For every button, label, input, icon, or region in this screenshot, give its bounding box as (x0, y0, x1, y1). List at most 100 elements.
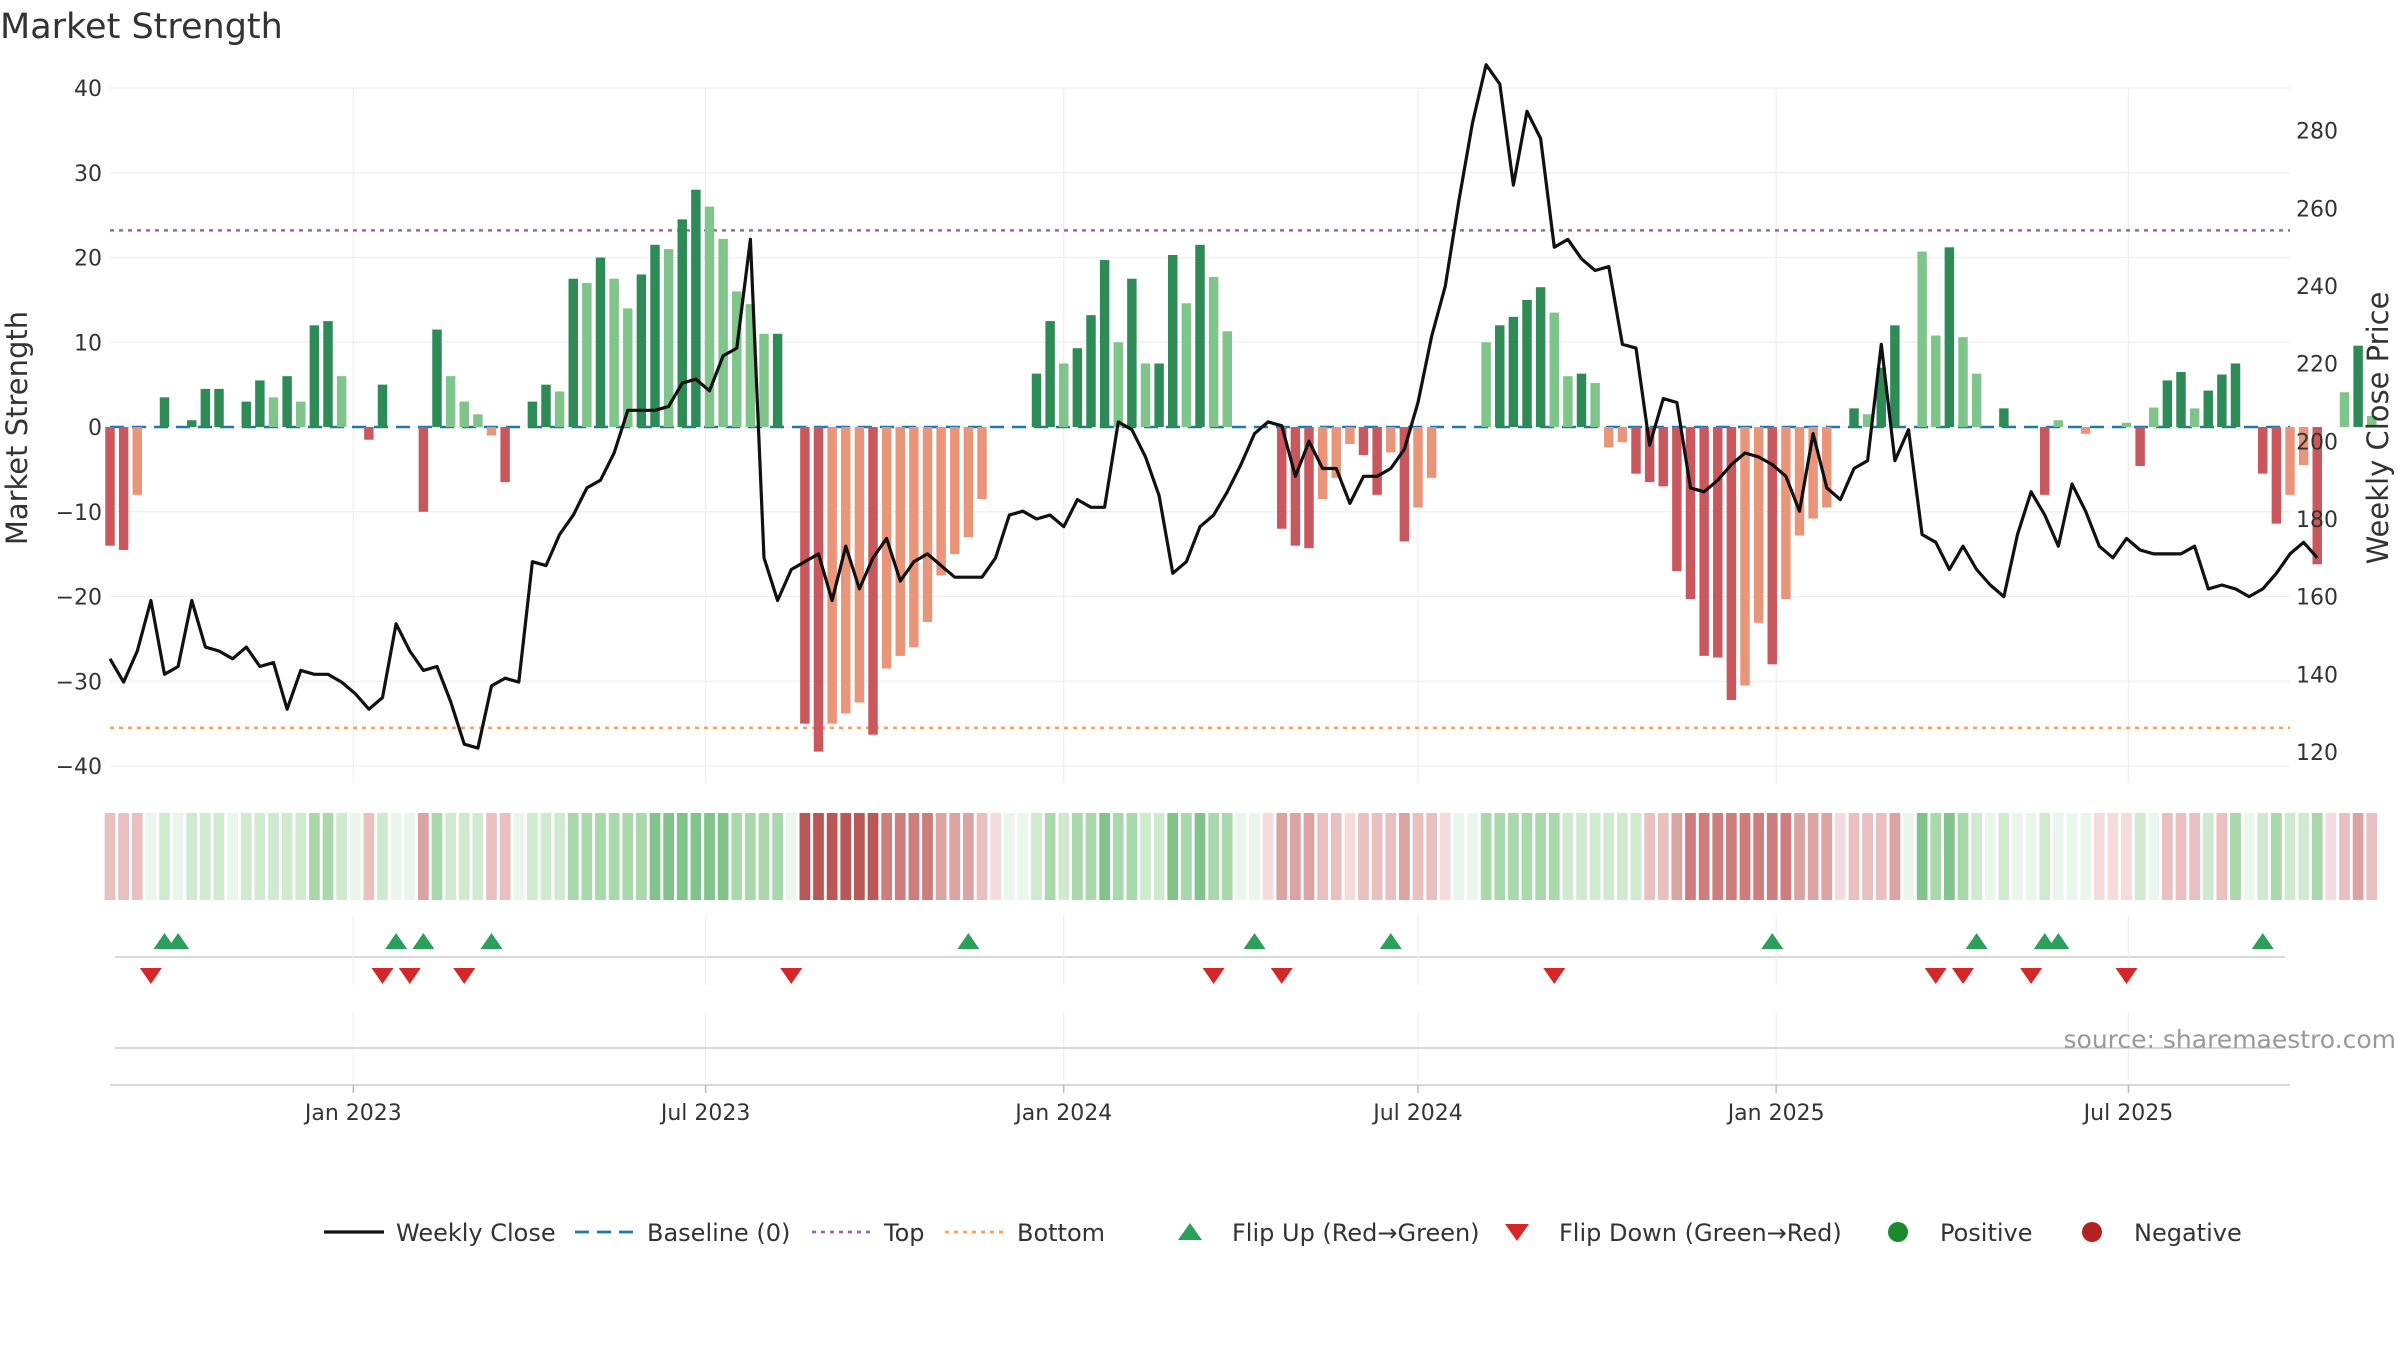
heat-cell (622, 813, 634, 900)
heat-cell (1235, 813, 1247, 900)
strength-bar (936, 427, 946, 576)
heat-cell (1453, 813, 1465, 900)
heat-cell (2066, 813, 2078, 900)
heat-cell (431, 813, 443, 900)
heat-cell (1371, 813, 1383, 900)
strength-bar (459, 401, 469, 428)
strength-bar (1277, 427, 1287, 529)
heat-cell (2366, 813, 2378, 900)
heat-cell (486, 813, 497, 900)
strength-bar (527, 401, 538, 428)
strength-bar (1059, 363, 1069, 428)
y-tick-label: 40 (74, 77, 102, 102)
y-axis-left: 40 30 20 10 0 −10 −20 −30 −40 (56, 77, 102, 780)
heat-cell (690, 813, 702, 900)
heat-cell (1399, 813, 1410, 900)
heat-cell (1126, 813, 1138, 900)
chart-title: Market Strength (0, 7, 283, 47)
strength-bar (718, 238, 728, 428)
strength-bar (1658, 427, 1668, 487)
heat-cell (1140, 813, 1151, 900)
heat-cell (2025, 813, 2037, 900)
weekly-close-series (108, 63, 2319, 750)
strength-bar (187, 420, 197, 428)
heat-cell (2053, 813, 2064, 900)
heat-cell (1671, 813, 1683, 900)
heat-cell (813, 813, 824, 900)
heat-cell (1644, 813, 1655, 900)
strength-bar (1767, 427, 1777, 665)
strength-bar (609, 278, 619, 428)
strength-bar (241, 401, 251, 428)
heat-cell (976, 813, 988, 900)
flip-up-marker (385, 933, 408, 949)
heat-cell (2134, 813, 2146, 900)
heat-cell (1358, 813, 1369, 900)
heat-cell (2093, 813, 2105, 900)
heat-cell (1426, 813, 1437, 900)
heat-cell (404, 813, 416, 900)
heat-cell (1099, 813, 1110, 900)
flip-down-marker (2115, 968, 2138, 984)
heat-cell (581, 813, 593, 900)
legend-label: Bottom (1017, 1219, 1105, 1247)
heat-cell (131, 813, 143, 900)
legend-label: Negative (2134, 1219, 2242, 1247)
heat-cell (1766, 813, 1778, 900)
heat-cell (935, 813, 947, 900)
heat-cell (2339, 813, 2350, 900)
flip-up-marker (1965, 933, 1988, 949)
legend-label: Weekly Close (396, 1219, 556, 1247)
strength-bar (1890, 325, 1900, 428)
strength-bar (2189, 408, 2200, 428)
heat-cell (908, 813, 920, 900)
strength-bar (2162, 380, 2173, 428)
legend-item: Flip Up (Red→Green) (1178, 1219, 1480, 1247)
heat-cell (322, 813, 334, 900)
strength-bar (1372, 427, 1382, 495)
legend: Weekly Close Baseline (0) Top Bottom Flip Up… (324, 1219, 2242, 1247)
flip-up-marker (1243, 933, 1266, 949)
heat-cell (363, 813, 375, 900)
heat-cell (1031, 813, 1042, 900)
heat-cell (1290, 813, 1301, 900)
heat-cell (1794, 813, 1805, 900)
strength-bar (2149, 407, 2159, 428)
strength-bar (1113, 342, 1123, 428)
heat-cell (649, 813, 661, 900)
heat-cell (799, 813, 811, 900)
heat-cell (2175, 813, 2187, 900)
strength-bar (909, 427, 919, 648)
strength-bar (2312, 427, 2322, 565)
strength-bar (1481, 342, 1491, 428)
heat-cell (1971, 813, 1982, 900)
heat-cell (608, 813, 620, 900)
heat-cell (1726, 813, 1737, 900)
heat-cell (676, 813, 688, 900)
strength-bar (364, 427, 374, 440)
heat-cell (2121, 813, 2132, 900)
heat-cell (1562, 813, 1574, 900)
heat-cell (1181, 813, 1192, 900)
strength-bar (1304, 427, 1314, 549)
heat-cell (377, 813, 388, 900)
heat-cell (785, 813, 797, 900)
heat-cell (1617, 813, 1628, 900)
strength-bar (582, 282, 592, 428)
y-tick-label: −10 (56, 501, 102, 526)
heat-cell (1603, 813, 1615, 900)
strength-bar (895, 427, 905, 656)
strength-bar (881, 427, 892, 669)
heat-cell (309, 813, 320, 900)
heat-cell (2148, 813, 2160, 900)
strength-bar (677, 219, 687, 428)
strength-bar (418, 427, 429, 512)
flip-down-marker (1543, 968, 1566, 984)
heat-cell (336, 813, 347, 900)
heat-cell (213, 813, 225, 900)
strength-bar (309, 325, 320, 428)
y-tick-label: 0 (88, 416, 102, 441)
flip-up-marker (480, 933, 503, 949)
strength-bar (1127, 278, 1137, 428)
y-tick-label: −40 (56, 755, 102, 780)
